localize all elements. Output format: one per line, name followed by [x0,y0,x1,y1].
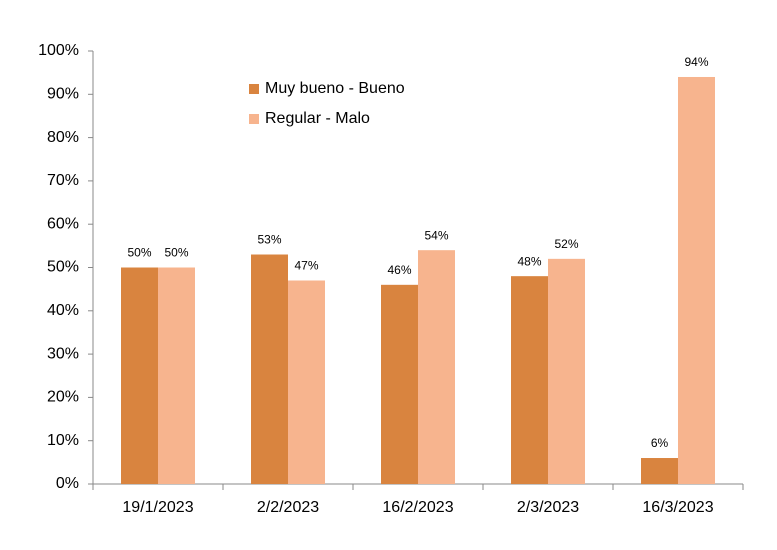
bar [641,458,678,484]
y-tick-label: 70% [47,172,79,189]
x-tick-label: 19/1/2023 [122,499,193,516]
bar [381,284,418,484]
y-tick-label: 0% [56,475,79,492]
y-tick-label: 10% [47,432,79,449]
y-tick-label: 60% [47,215,79,232]
y-tick-label: 30% [47,345,79,362]
bar [678,76,715,484]
value-label: 50% [164,246,188,260]
value-label: 48% [517,254,541,268]
x-tick-label: 16/3/2023 [642,499,713,516]
y-tick-label: 80% [47,129,79,146]
bar [418,250,455,484]
value-label: 54% [424,228,448,242]
legend-label: Muy bueno - Bueno [265,80,405,97]
y-tick-label: 50% [47,259,79,276]
y-tick-label: 20% [47,389,79,406]
bar [251,254,288,484]
x-tick-label: 2/3/2023 [517,499,579,516]
x-tick-label: 16/2/2023 [382,499,453,516]
bar [288,280,325,484]
y-tick-label: 100% [38,42,79,59]
legend-label: Regular - Malo [265,110,370,127]
bar [548,258,585,484]
value-label: 94% [684,55,708,69]
value-label: 53% [257,233,281,247]
x-tick-label: 2/2/2023 [257,499,319,516]
y-tick-label: 90% [47,86,79,103]
legend-swatch [249,84,259,94]
value-label: 52% [554,237,578,251]
bar [511,276,548,484]
value-label: 47% [294,259,318,273]
value-label: 6% [651,436,669,450]
value-label: 50% [127,246,151,260]
legend-swatch [249,114,259,124]
value-label: 46% [387,263,411,277]
bar [158,267,195,484]
bar [121,267,158,484]
y-tick-label: 40% [47,302,79,319]
